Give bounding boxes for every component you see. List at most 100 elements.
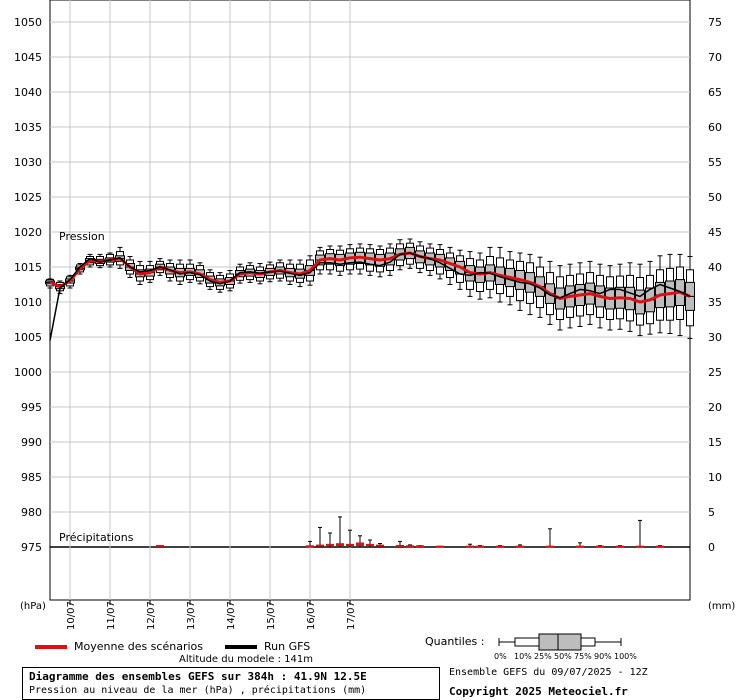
precip-box [406,544,414,548]
y-left-tick: 1050 [14,16,42,29]
precip-mean [576,545,584,548]
y-right-tick: 20 [708,401,722,414]
quantile-tick-10: 10% [514,652,532,661]
y-left-tick: 980 [21,506,42,519]
y-right-tick: 75 [708,16,722,29]
precip-box [496,545,504,548]
precip-mean [376,544,384,547]
quantile-tick-75: 75% [574,652,592,661]
ensemble-chart: 9759809859909951000100510101015102010251… [14,0,735,630]
quantile-tick-0: 0% [494,652,507,661]
quantile-tick-100: 100% [614,652,637,661]
precip-mean [596,545,604,548]
x-tick-label: 17/07 [346,601,357,630]
y-left-tick: 1000 [14,366,42,379]
precip-mean [336,543,344,546]
y-right-tick: 40 [708,261,722,274]
precip-mean [636,545,644,548]
y-left-tick: 1035 [14,121,42,134]
precip-mean [466,545,474,548]
y-left-tick: 1030 [14,156,42,169]
quantile-ticks: 0% 10% 25% 50% 75% 90% 100% [494,652,644,662]
quantile-tick-25: 25% [534,652,552,661]
precip-box [326,532,334,547]
precip-box [616,545,624,548]
precip-box [416,545,424,548]
precip-box [346,529,354,547]
precip-mean [366,543,374,546]
y-right-tick: 35 [708,296,722,309]
precip-box [596,545,604,548]
y-axis-left: 975 980 985 990 995 1000 1005 1010 1015 1020 1025 1… [14,16,42,554]
precip-box [336,516,344,547]
precip-box [656,545,664,548]
y-right-tick: 60 [708,121,722,134]
ensemble-run-label: Ensemble GEFS du 09/07/2025 - 12Z [449,667,648,678]
precip-mean [326,543,334,546]
precip-mean [656,545,664,548]
precip-box [156,544,164,547]
x-tick-label: 16/07 [306,601,317,630]
quantile-tick-90: 90% [594,652,612,661]
y-right-tick: 70 [708,51,722,64]
gfs-run-line [49,252,691,341]
legend-gfs-swatch [225,645,257,649]
precip-box [306,540,314,548]
y-right-tick: 0 [708,541,715,554]
precip-box [516,544,524,548]
y-right-tick: 10 [708,471,722,484]
y-left-tick: 1020 [14,226,42,239]
precip-mean [476,545,484,548]
y-left-tick: 1005 [14,331,42,344]
precip-box [466,543,474,548]
y-right-tick: 5 [708,506,715,519]
precip-mean [516,545,524,548]
precip-mean [316,544,324,547]
precip-box [376,543,384,547]
pressure-panel-label: Pression [59,230,105,243]
legend-mean-swatch [35,645,67,649]
x-tick-label: 14/07 [226,601,237,630]
precip-box [636,519,644,548]
precip-mean [546,545,554,548]
precip-box [546,528,554,548]
precip-box [576,542,584,548]
y-left-tick: 1010 [14,296,42,309]
precip-mean [616,545,624,548]
y-left-tick: 1025 [14,191,42,204]
y-left-tick: 1015 [14,261,42,274]
legend-mean-label: Moyenne des scénarios [74,640,203,653]
footer-title-box: Diagramme des ensembles GEFS sur 384h : … [22,667,440,700]
y-left-tick: 975 [21,541,42,554]
x-tick-label: 15/07 [266,601,277,630]
y-right-tick: 45 [708,226,722,239]
x-tick-label: 11/07 [106,601,117,630]
y-right-tick: 50 [708,191,722,204]
precip-mean [436,545,444,548]
precip-mean [356,542,364,546]
quantile-tick-50: 50% [554,652,572,661]
y-right-tick: 55 [708,156,722,169]
series-lines [49,251,691,341]
precip-mean [406,545,414,548]
y-right-tick: 15 [708,436,722,449]
precip-box [436,545,444,548]
y-left-tick: 1040 [14,86,42,99]
x-tick-label: 12/07 [146,601,157,630]
precip-box [316,526,324,547]
legend-quantiles-label: Quantiles : [425,635,485,648]
footer-subtitle: Pression au niveau de la mer (hPa) , pré… [29,685,367,696]
altitude-label: Altitude du modele : 141m [179,654,313,665]
precip-mean [496,545,504,548]
y-right-tick: 30 [708,331,722,344]
precip-box [366,539,374,547]
x-tick-label: 10/07 [66,601,77,630]
x-tick-label: 13/07 [186,601,197,630]
y-left-tick: 1045 [14,51,42,64]
x-axis: 10/07 11/07 12/07 13/07 14/07 15/07 16/07 17/07 [66,600,357,630]
y-left-unit: (hPa) [20,601,46,612]
y-left-tick: 995 [21,401,42,414]
y-left-tick: 985 [21,471,42,484]
precip-panel-label: Précipitations [59,531,134,544]
precip-box [356,535,364,547]
